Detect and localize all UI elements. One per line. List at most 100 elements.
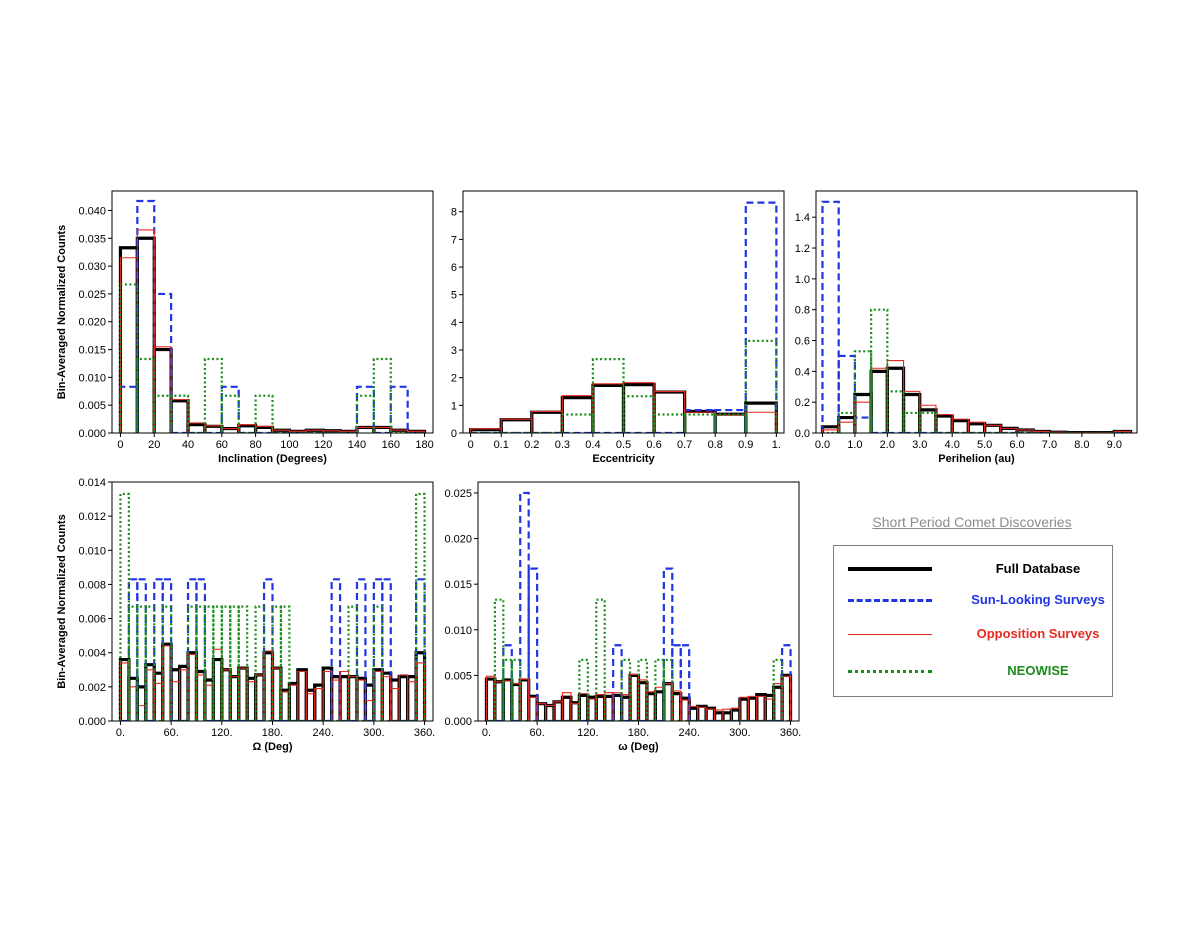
bar-full-9 xyxy=(966,422,987,433)
bar-sun-28 xyxy=(355,578,367,721)
bar-neo-6 xyxy=(220,394,240,433)
x-tick-label: 160 xyxy=(382,439,400,451)
x-tick-label: 0 xyxy=(468,439,474,451)
y-tick-label: 0.010 xyxy=(78,545,106,557)
y-tick-label: 0.025 xyxy=(444,488,472,500)
bar-neo-6 xyxy=(918,411,938,433)
legend-label-opp: Opposition Surveys xyxy=(976,626,1100,641)
series-sun xyxy=(821,200,1131,433)
bar-sun-5 xyxy=(527,567,539,721)
y-tick-label: 0.014 xyxy=(78,477,106,489)
y-tick-label: 0.6 xyxy=(795,336,810,348)
bar-neo-34 xyxy=(772,658,784,721)
legend-item-neo: NEOWISE xyxy=(848,662,1108,682)
legend-label-sun: Sun-Looking Surveys xyxy=(971,592,1105,607)
x-tick-label: 240. xyxy=(312,727,333,739)
bar-neo-5 xyxy=(161,605,173,721)
y-tick-label: 0.4 xyxy=(795,366,810,378)
bar-neo-13 xyxy=(595,598,606,721)
bar-full-1 xyxy=(837,415,857,433)
series-full xyxy=(820,366,1133,433)
bar-neo-13 xyxy=(229,605,240,721)
y-tick-label: 5 xyxy=(451,290,457,302)
y-tick-label: 0.025 xyxy=(78,289,106,301)
series-neo xyxy=(822,308,1131,433)
bar-sun-21 xyxy=(662,567,674,721)
x-tick-label: 4.0 xyxy=(945,439,960,451)
bar-sun-1 xyxy=(136,199,156,433)
y-tick-label: 0.010 xyxy=(444,625,472,637)
bar-opp-1 xyxy=(838,421,856,433)
x-tick-label: 0.7 xyxy=(677,439,692,451)
bar-neo-1 xyxy=(136,357,156,433)
legend-label-full: Full Database xyxy=(995,561,1081,576)
bar-neo-10 xyxy=(203,605,215,721)
bar-full-9 xyxy=(744,401,778,433)
bar-neo-2 xyxy=(136,605,147,721)
bar-opp-8 xyxy=(255,425,274,433)
bar-neo-3 xyxy=(870,308,889,433)
series-neo xyxy=(119,492,426,721)
x-tick-label: 120 xyxy=(314,439,332,451)
y-tick-label: 0.006 xyxy=(78,614,106,626)
bar-neo-11 xyxy=(578,658,589,721)
bar-neo-5 xyxy=(622,395,656,433)
bar-opp-3 xyxy=(870,367,888,433)
bar-neo-1 xyxy=(493,598,505,721)
bar-opp-6 xyxy=(653,390,686,433)
x-axis-label: Inclination (Degrees) xyxy=(218,453,327,465)
y-tick-label: 1.2 xyxy=(795,243,810,255)
y-tick-label: 0.000 xyxy=(78,428,106,440)
legend-line-opp xyxy=(848,634,932,635)
x-tick-label: 1. xyxy=(772,439,781,451)
x-tick-label: 100 xyxy=(280,439,298,451)
bar-full-3 xyxy=(869,369,889,433)
legend-item-opp: Opposition Surveys xyxy=(848,625,1108,645)
chart-panel-3: 0.0 1.0 2.0 3.0 4.0 5.0 6.0 7.0 8.0 9.0 0.0 0.2 0.4 0… xyxy=(795,190,1138,465)
bar-neo-4 xyxy=(886,390,905,433)
x-tick-label: 120. xyxy=(577,727,598,739)
bar-opp-9 xyxy=(745,411,777,433)
bar-sun-16 xyxy=(389,385,409,433)
bar-full-2 xyxy=(853,392,873,433)
x-tick-label: 360. xyxy=(414,727,435,739)
bar-opp-8 xyxy=(714,414,747,433)
bar-sun-2 xyxy=(853,416,873,433)
plot-area xyxy=(469,201,778,433)
bar-full-4 xyxy=(186,423,207,433)
x-axis-label: Perihelion (au) xyxy=(938,453,1015,465)
chart-panel-4: 0. 60. 120. 180. 240. 300. 360. 0.000 0.002 0.004… xyxy=(56,477,435,753)
bar-neo-27 xyxy=(347,605,359,721)
bar-sun-31 xyxy=(381,578,392,721)
y-tick-label: 0.8 xyxy=(795,305,810,317)
bar-sun-9 xyxy=(195,578,207,721)
legend-item-full: Full Database xyxy=(848,560,1108,580)
y-tick-label: 0.005 xyxy=(78,400,106,412)
bar-neo-18 xyxy=(271,605,283,721)
y-tick-label: 0.000 xyxy=(444,716,472,728)
series-neo xyxy=(470,339,778,433)
bar-neo-3 xyxy=(510,658,522,721)
x-tick-label: 20 xyxy=(148,439,160,451)
bar-neo-30 xyxy=(372,605,384,721)
x-tick-label: 0.8 xyxy=(708,439,723,451)
bar-neo-16 xyxy=(254,605,266,721)
plot-area xyxy=(820,200,1133,433)
y-tick-label: 7 xyxy=(451,234,457,246)
plot-area xyxy=(484,491,793,721)
bar-neo-19 xyxy=(279,605,291,721)
y-tick-label: 0.015 xyxy=(444,579,472,591)
x-tick-label: 0.9 xyxy=(738,439,753,451)
bar-sun-6 xyxy=(220,385,240,433)
bar-opp-3 xyxy=(170,399,189,433)
x-tick-label: 240. xyxy=(678,727,699,739)
x-tick-label: 0.6 xyxy=(646,439,661,451)
bar-sun-2 xyxy=(136,578,147,721)
x-tick-label: 5.0 xyxy=(977,439,992,451)
bar-neo-11 xyxy=(212,605,223,721)
bar-neo-9 xyxy=(195,605,207,721)
bar-opp-2 xyxy=(531,410,563,433)
series-opp xyxy=(119,229,426,433)
x-tick-label: 180. xyxy=(628,727,649,739)
y-tick-label: 1 xyxy=(451,400,457,412)
